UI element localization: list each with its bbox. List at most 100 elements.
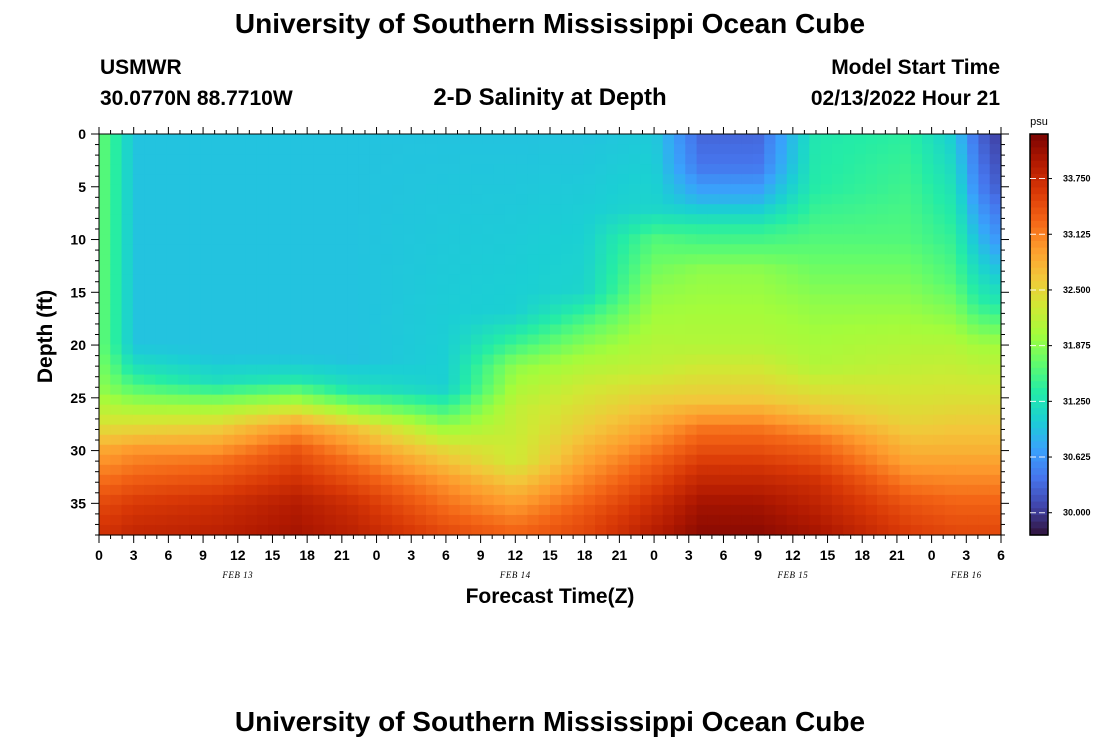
heatmap-cell: [910, 424, 923, 436]
chart-title-bottom: University of Southern Mississippi Ocean…: [234, 706, 866, 737]
heatmap-cell: [696, 174, 709, 185]
heatmap-cell: [933, 504, 946, 516]
heatmap-cell: [425, 394, 438, 406]
heatmap-cell: [335, 434, 348, 446]
heatmap-cell: [493, 334, 506, 346]
heatmap-cell: [223, 374, 235, 386]
heatmap-cell: [425, 304, 438, 316]
x-tick-label: 21: [334, 547, 350, 563]
heatmap-cell: [392, 374, 405, 386]
heatmap-cell: [651, 394, 664, 406]
heatmap-cell: [786, 214, 799, 225]
heatmap-cell: [166, 444, 179, 456]
heatmap-cell: [403, 214, 416, 225]
heatmap-cell: [144, 344, 156, 356]
heatmap-cell: [865, 474, 878, 486]
heatmap-cell: [211, 274, 224, 285]
heatmap-cell: [831, 444, 844, 456]
heatmap-cell: [730, 264, 743, 275]
heatmap-cell: [279, 134, 292, 145]
heatmap-cell: [144, 174, 156, 185]
heatmap-cell: [380, 414, 393, 426]
heatmap-cell: [989, 204, 1002, 215]
heatmap-cell: [741, 274, 754, 285]
heatmap-cell: [572, 504, 585, 516]
heatmap-cell: [809, 314, 822, 326]
heatmap-cell: [335, 454, 348, 466]
heatmap-cell: [899, 404, 912, 416]
heatmap-cell: [910, 514, 923, 526]
heatmap-cell: [335, 414, 348, 426]
heatmap-cell: [640, 224, 653, 235]
heatmap-cell: [223, 144, 235, 155]
heatmap-cell: [279, 194, 292, 205]
heatmap-cell: [955, 524, 968, 536]
heatmap-cell: [313, 464, 326, 476]
y-tick-label: 10: [70, 232, 86, 248]
heatmap-cell: [820, 134, 833, 145]
heatmap-cell: [843, 224, 856, 235]
heatmap-cell: [155, 334, 168, 346]
heatmap-cell: [358, 434, 371, 446]
heatmap-cell: [177, 444, 190, 456]
heatmap-cell: [144, 314, 156, 326]
heatmap-cell: [843, 454, 856, 466]
heatmap-cell: [606, 254, 619, 265]
heatmap-cell: [200, 354, 213, 366]
heatmap-cell: [651, 244, 664, 255]
heatmap-cell: [989, 424, 1002, 436]
heatmap-cell: [583, 184, 596, 195]
heatmap-cell: [144, 444, 156, 456]
heatmap-cell: [978, 394, 991, 406]
heatmap-cell: [775, 264, 788, 275]
heatmap-cell: [268, 344, 281, 356]
heatmap-cell: [403, 194, 416, 205]
heatmap-cell: [876, 294, 889, 306]
heatmap-cell: [358, 144, 371, 155]
heatmap-cell: [369, 304, 382, 316]
heatmap-cell: [392, 234, 405, 245]
heatmap-cell: [617, 184, 630, 195]
heatmap-cell: [527, 324, 540, 336]
heatmap-cell: [166, 314, 179, 326]
heatmap-cell: [155, 454, 168, 466]
heatmap-cell: [369, 334, 382, 346]
y-tick-label: 35: [70, 495, 86, 511]
heatmap-cell: [910, 374, 923, 386]
heatmap-cell: [888, 234, 901, 245]
heatmap-cell: [99, 174, 111, 185]
heatmap-cell: [888, 524, 901, 536]
heatmap-cell: [324, 204, 337, 215]
heatmap-cell: [301, 304, 314, 316]
heatmap-cell: [347, 324, 359, 336]
heatmap-cell: [144, 244, 156, 255]
heatmap-cell: [414, 324, 427, 336]
heatmap-cell: [933, 444, 946, 456]
heatmap-cell: [347, 484, 359, 496]
heatmap-cell: [155, 414, 168, 426]
heatmap-cell: [290, 334, 303, 346]
heatmap-cell: [132, 154, 145, 165]
heatmap-cell: [301, 514, 314, 526]
heatmap-cell: [752, 184, 765, 195]
heatmap-cell: [798, 224, 810, 235]
heatmap-cell: [955, 474, 968, 486]
heatmap-cell: [313, 504, 326, 516]
heatmap-cell: [121, 364, 134, 376]
heatmap-cell: [820, 374, 833, 386]
heatmap-cell: [944, 174, 957, 185]
heatmap-cell: [256, 314, 269, 326]
heatmap-cell: [279, 304, 292, 316]
heatmap-cell: [121, 234, 134, 245]
heatmap-cell: [245, 324, 258, 336]
heatmap-cell: [211, 454, 224, 466]
heatmap-cell: [155, 214, 168, 225]
heatmap-cell: [223, 154, 235, 165]
heatmap-cell: [527, 404, 540, 416]
heatmap-cell: [606, 374, 619, 386]
heatmap-cell: [189, 464, 202, 476]
heatmap-cell: [550, 294, 562, 306]
heatmap-cell: [707, 524, 720, 536]
heatmap-cell: [798, 474, 810, 486]
heatmap-cell: [775, 514, 788, 526]
